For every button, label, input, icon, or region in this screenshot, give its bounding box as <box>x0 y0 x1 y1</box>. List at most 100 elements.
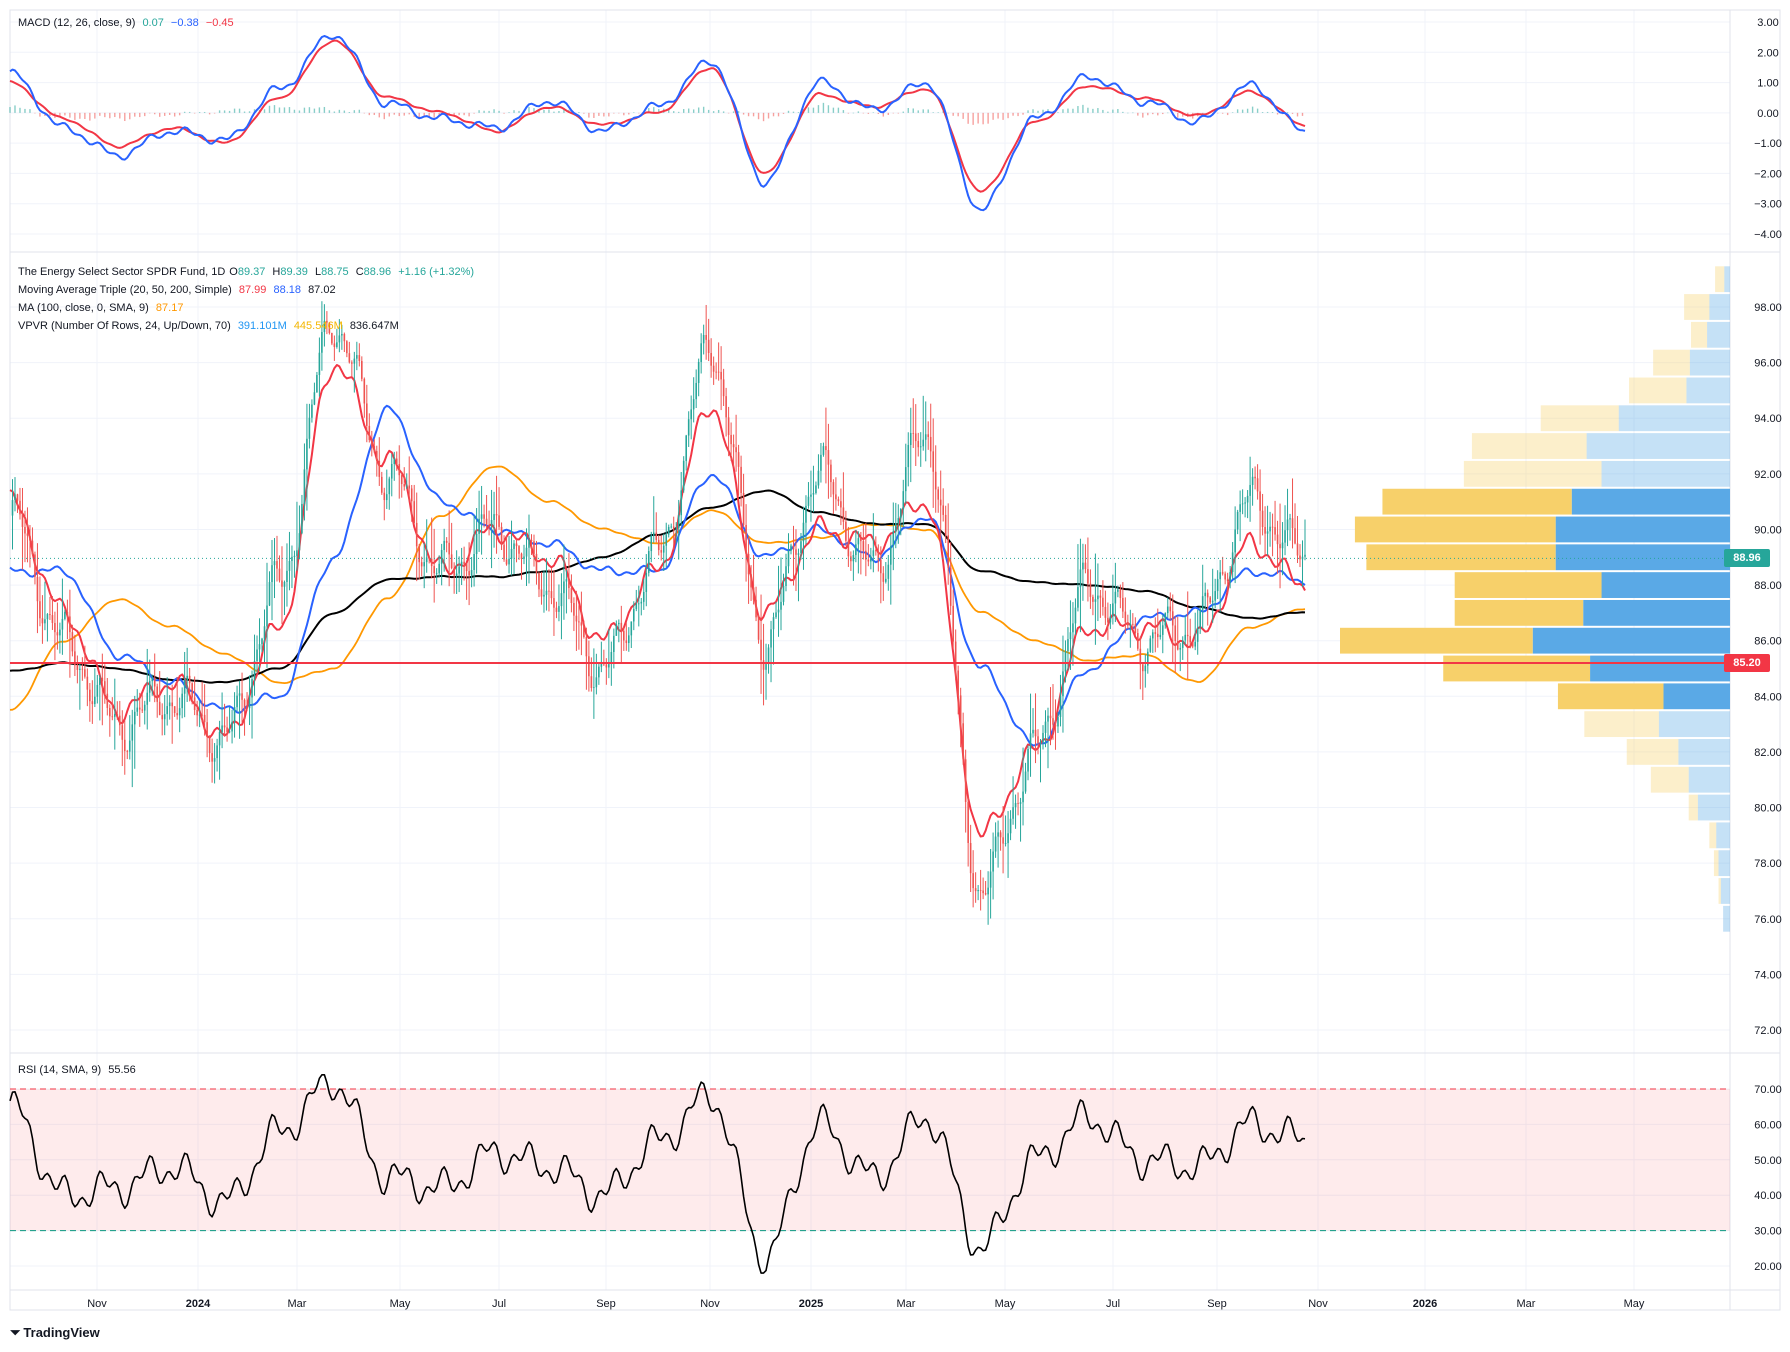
macd-hist-bar <box>1032 109 1034 113</box>
candle-body <box>727 417 730 435</box>
candle-body <box>795 549 797 555</box>
candle-body <box>116 714 119 716</box>
macd-hist-bar <box>423 112 425 118</box>
macd-hist-bar <box>1261 112 1264 113</box>
candle-body <box>1047 715 1049 722</box>
candle-body <box>1154 632 1157 634</box>
macd-hist-bar <box>29 109 31 113</box>
vp-row-down <box>1340 627 1533 654</box>
candle-body <box>588 656 590 677</box>
candle-body <box>845 521 847 541</box>
macd-hist-bar <box>1087 107 1089 113</box>
candle-body <box>892 531 895 547</box>
candle-body <box>770 629 772 648</box>
hline-price-tag[interactable]: 85.20 <box>1724 653 1770 672</box>
macd-hist-bar <box>1296 112 1299 117</box>
horizontal-line[interactable] <box>10 557 1730 664</box>
candle-body <box>1246 495 1249 503</box>
candle-body <box>598 666 600 678</box>
macd-hist-bar <box>822 102 825 113</box>
candle-body <box>1034 729 1037 737</box>
macd-hist-bar <box>1236 109 1239 113</box>
candle-body <box>777 609 780 613</box>
macd-hist-bar <box>488 110 490 113</box>
candle-body <box>74 651 76 666</box>
candle-body <box>29 535 31 541</box>
candle-body <box>1012 807 1014 819</box>
candle-body <box>840 501 842 508</box>
candle-body <box>877 550 880 560</box>
macd-hist-bar <box>902 111 904 113</box>
candle-body <box>805 505 807 523</box>
candle-body <box>395 458 398 465</box>
candle-body <box>832 482 835 495</box>
macd-hist-bar <box>248 111 251 113</box>
candle-body <box>1269 526 1271 532</box>
candle-body <box>143 704 146 711</box>
macd-hist-bar <box>318 107 321 113</box>
macd-hist-bar <box>957 112 959 117</box>
candle-body <box>1069 632 1072 640</box>
candle-body <box>1024 771 1027 792</box>
candle-body <box>1184 634 1187 641</box>
candle-body <box>148 681 151 693</box>
candle-body <box>957 670 959 696</box>
macd-hist-bar <box>1147 112 1149 116</box>
candle-body <box>109 707 111 717</box>
candle-body <box>535 553 538 573</box>
candle-body <box>498 515 500 527</box>
candle-body <box>413 501 416 523</box>
macd-hist-bar <box>19 107 21 113</box>
candle-body <box>737 452 740 467</box>
macd-hist-bar <box>638 112 640 114</box>
price-tick-label: 80.00 <box>1754 803 1782 815</box>
candle-body <box>503 544 505 560</box>
candle-body <box>358 355 361 362</box>
candle-body <box>1042 732 1044 743</box>
candle-body <box>1229 572 1231 582</box>
candle-body <box>538 572 540 590</box>
candle-body <box>1084 562 1087 570</box>
candle-body <box>46 614 49 620</box>
candle-body <box>425 557 428 563</box>
macd-hist-bar <box>1107 111 1109 113</box>
candle-body <box>1174 625 1177 642</box>
candle-body <box>11 500 14 516</box>
macd-tick-label: 3.00 <box>1757 17 1778 29</box>
macd-hist-bar <box>498 110 500 113</box>
candle-body <box>1132 623 1134 625</box>
macd-hist-bar <box>89 112 91 121</box>
candle-body <box>183 680 186 694</box>
macd-hist-bar <box>373 112 375 115</box>
candle-body <box>969 843 972 874</box>
vp-row-down <box>1715 266 1725 293</box>
macd-hist-bar <box>792 111 795 113</box>
candle-body <box>316 374 318 393</box>
candle-body <box>787 550 790 567</box>
macd-hist-bar <box>1017 112 1019 117</box>
ma-triple-title: Moving Average Triple (20, 50, 200, Simp… <box>18 284 232 296</box>
candle-body <box>1296 543 1299 556</box>
macd-hist-bar <box>144 112 146 117</box>
candle-body <box>822 446 825 455</box>
candle-body <box>44 619 46 624</box>
candle-body <box>1169 606 1172 612</box>
macd-hist-bar <box>14 105 16 113</box>
candle-body <box>84 669 86 677</box>
candle-body <box>1052 718 1054 725</box>
candle-body <box>403 484 406 487</box>
candle-body <box>1186 634 1189 637</box>
tradingview-logo[interactable]: ⏷ TradingView <box>10 1325 100 1341</box>
candle-body <box>1216 579 1219 592</box>
x-tick-label: Sep <box>1207 1298 1227 1310</box>
macd-hist-bar <box>927 109 929 113</box>
candle-body <box>1176 641 1179 650</box>
macd-hist-bar <box>79 112 81 119</box>
candle-body <box>1007 833 1009 844</box>
candle-body <box>919 446 922 448</box>
macd-hist-bar <box>1037 110 1039 113</box>
vp-row-up <box>1571 488 1730 515</box>
macd-hist-bar <box>977 112 979 124</box>
candle-body <box>375 451 378 462</box>
